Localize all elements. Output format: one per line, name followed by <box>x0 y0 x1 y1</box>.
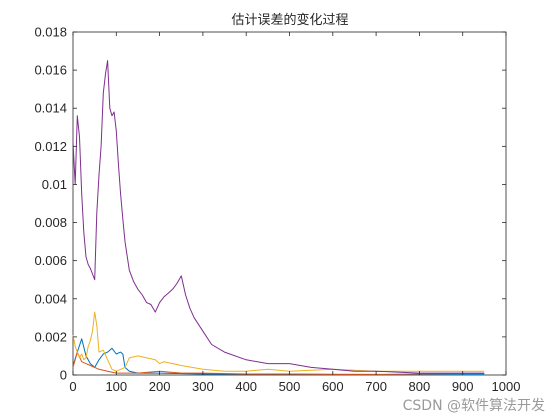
x-tick-label: 700 <box>365 379 387 394</box>
y-tick-label: 0.018 <box>34 25 67 40</box>
y-tick-label: 0.006 <box>34 253 67 268</box>
x-tick-label: 400 <box>235 379 257 394</box>
series-layer <box>72 60 485 376</box>
x-tick-label: 200 <box>149 379 171 394</box>
x-tick-label: 500 <box>279 379 301 394</box>
x-tick-label: 800 <box>409 379 431 394</box>
x-tick-label: 900 <box>452 379 474 394</box>
y-tick-label: 0.016 <box>34 63 67 78</box>
x-tick-label: 300 <box>192 379 214 394</box>
y-tick-label: 0.004 <box>34 291 67 306</box>
axes-layer: 0 100 200 300 400 500 600 700 800 900 1000 0 0.002 0.… <box>34 25 520 395</box>
y-tick-label: 0.012 <box>34 139 67 154</box>
series-line-4 <box>72 60 485 374</box>
y-tick-label: 0.002 <box>34 329 67 344</box>
x-tick-label: 0 <box>69 379 76 394</box>
watermark-text: CSDN @软件算法开发 <box>403 398 545 414</box>
y-tick-label: 0.01 <box>42 177 67 192</box>
y-tick-label: 0 <box>60 368 67 383</box>
y-tick-label: 0.014 <box>34 101 67 116</box>
plot-area <box>72 31 507 376</box>
x-tick-label: 1000 <box>492 379 521 394</box>
x-tick-label: 600 <box>322 379 344 394</box>
y-tick-label: 0.008 <box>34 215 67 230</box>
chart-title: 估计误差的变化过程 <box>231 12 348 28</box>
series-line-3 <box>72 311 485 372</box>
series-line-2 <box>72 351 485 375</box>
x-tick-label: 100 <box>105 379 127 394</box>
